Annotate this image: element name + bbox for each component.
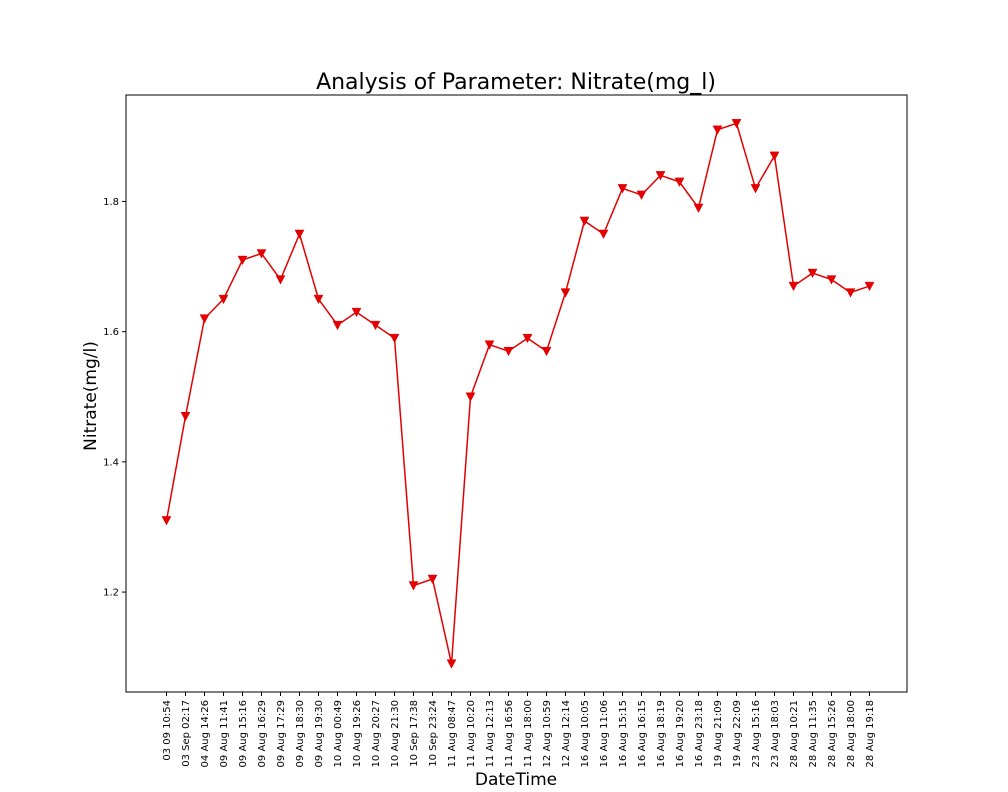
data-point-marker: [712, 125, 723, 135]
data-point-marker: [864, 281, 875, 292]
x-tick-label: 10 Sep 23:24: [428, 700, 439, 767]
data-point-marker: [826, 275, 837, 285]
x-tick-label: 12 Aug 12:14: [561, 700, 572, 767]
x-tick-label: 12 Aug 10:59: [542, 700, 553, 767]
data-point-marker: [503, 346, 514, 357]
y-tick-label: 1.4: [103, 457, 119, 468]
data-point-marker: [807, 268, 818, 279]
chart-title: Analysis of Parameter: Nitrate(mg_l): [316, 70, 716, 95]
x-tick-label: 09 Aug 19:30: [314, 700, 325, 767]
data-point-marker: [389, 333, 400, 344]
plot-frame: [125, 94, 908, 693]
x-tick-label: 23 Aug 18:03: [770, 700, 781, 767]
data-point-marker: [750, 184, 761, 194]
data-point-marker: [731, 119, 742, 129]
data-point-marker: [636, 190, 647, 200]
x-tick-label: 16 Aug 10:05: [580, 700, 591, 767]
x-tick-label: 16 Aug 19:20: [675, 700, 686, 767]
y-tick-label: 1.8: [103, 197, 119, 208]
x-tick-label: 10 Aug 00:49: [333, 700, 344, 767]
data-point-marker: [332, 320, 343, 331]
x-tick-label: 16 Aug 11:06: [599, 700, 610, 767]
data-point-marker: [655, 171, 666, 181]
data-point-marker: [788, 281, 799, 292]
data-point-marker: [294, 229, 305, 240]
data-point-marker: [199, 314, 210, 324]
x-tick-label: 11 Aug 18:00: [523, 700, 534, 767]
x-tick-label: 03 09 10:54: [162, 700, 173, 761]
data-point-marker: [465, 392, 476, 402]
data-point-marker: [161, 516, 172, 526]
data-point-marker: [769, 151, 780, 161]
data-point-marker: [541, 346, 552, 357]
data-point-marker: [484, 340, 495, 350]
data-point-marker: [351, 307, 362, 318]
x-tick-label: 10 Sep 17:38: [409, 700, 420, 767]
x-tick-label: 10 Aug 19:26: [352, 700, 363, 767]
series-line: [165, 122, 870, 664]
x-tick-label: 16 Aug 15:15: [618, 700, 629, 767]
plot-area: 1.2 1.4 1.6 1.8 03 09 10:54 03 Sep 02:17 04 Au…: [103, 94, 908, 767]
data-point-marker: [256, 249, 267, 259]
x-tick-label: 28 Aug 10:21: [789, 700, 800, 767]
x-tick-label: 16 Aug 16:15: [637, 700, 648, 767]
x-tick-label: 23 Aug 15:16: [751, 700, 762, 767]
x-tick-label: 16 Aug 23:18: [694, 700, 705, 767]
x-tick-label: 28 Aug 15:26: [827, 700, 838, 767]
x-tick-label: 19 Aug 22:09: [732, 700, 743, 767]
x-tick-label: 10 Aug 20:27: [371, 700, 382, 767]
x-tick-label: 09 Aug 18:30: [295, 700, 306, 767]
x-tick-label: 11 Aug 12:13: [485, 700, 496, 767]
data-point-marker: [522, 333, 533, 344]
x-tick-label: 28 Aug 18:00: [846, 700, 857, 767]
data-point-marker: [408, 581, 419, 591]
y-tick-label: 1.2: [103, 588, 119, 599]
data-point-marker: [598, 229, 609, 240]
x-tick-label: 04 Aug 14:26: [200, 700, 211, 767]
x-tick-label: 09 Aug 11:41: [219, 700, 230, 767]
x-tick-label: 03 Sep 02:17: [181, 700, 192, 767]
x-tick-label: 16 Aug 18:19: [656, 700, 667, 767]
data-point-marker: [370, 320, 381, 331]
x-tick-label: 11 Aug 08:47: [447, 700, 458, 767]
data-point-marker: [560, 288, 571, 298]
x-tick-label: 11 Aug 16:56: [504, 700, 515, 767]
data-point-marker: [180, 412, 191, 422]
x-tick-label: 10 Aug 21:30: [390, 700, 401, 767]
x-tick-label: 09 Aug 15:16: [238, 700, 249, 767]
data-point-marker: [845, 288, 856, 298]
data-point-marker: [237, 255, 248, 266]
x-tick-label: 11 Aug 10:20: [466, 700, 477, 767]
x-tick-label: 28 Aug 19:18: [865, 700, 876, 767]
data-point-marker: [674, 177, 685, 187]
data-point-marker: [275, 275, 286, 285]
data-point-marker: [446, 659, 457, 669]
data-point-marker: [218, 294, 229, 305]
x-tick-label: 19 Aug 21:09: [713, 700, 724, 767]
x-axis-label: DateTime: [475, 770, 557, 790]
data-point-marker: [579, 216, 590, 227]
data-point-marker: [693, 203, 704, 213]
y-axis-label: Nitrate(mg/l): [81, 341, 101, 451]
y-tick-label: 1.6: [103, 327, 119, 338]
data-point-marker: [313, 294, 324, 305]
data-point-marker: [617, 184, 628, 194]
x-tick-label: 09 Aug 16:29: [257, 700, 268, 767]
data-point-marker: [427, 574, 438, 585]
x-tick-label: 28 Aug 11:35: [808, 700, 819, 767]
x-tick-label: 09 Aug 17:29: [276, 700, 287, 767]
